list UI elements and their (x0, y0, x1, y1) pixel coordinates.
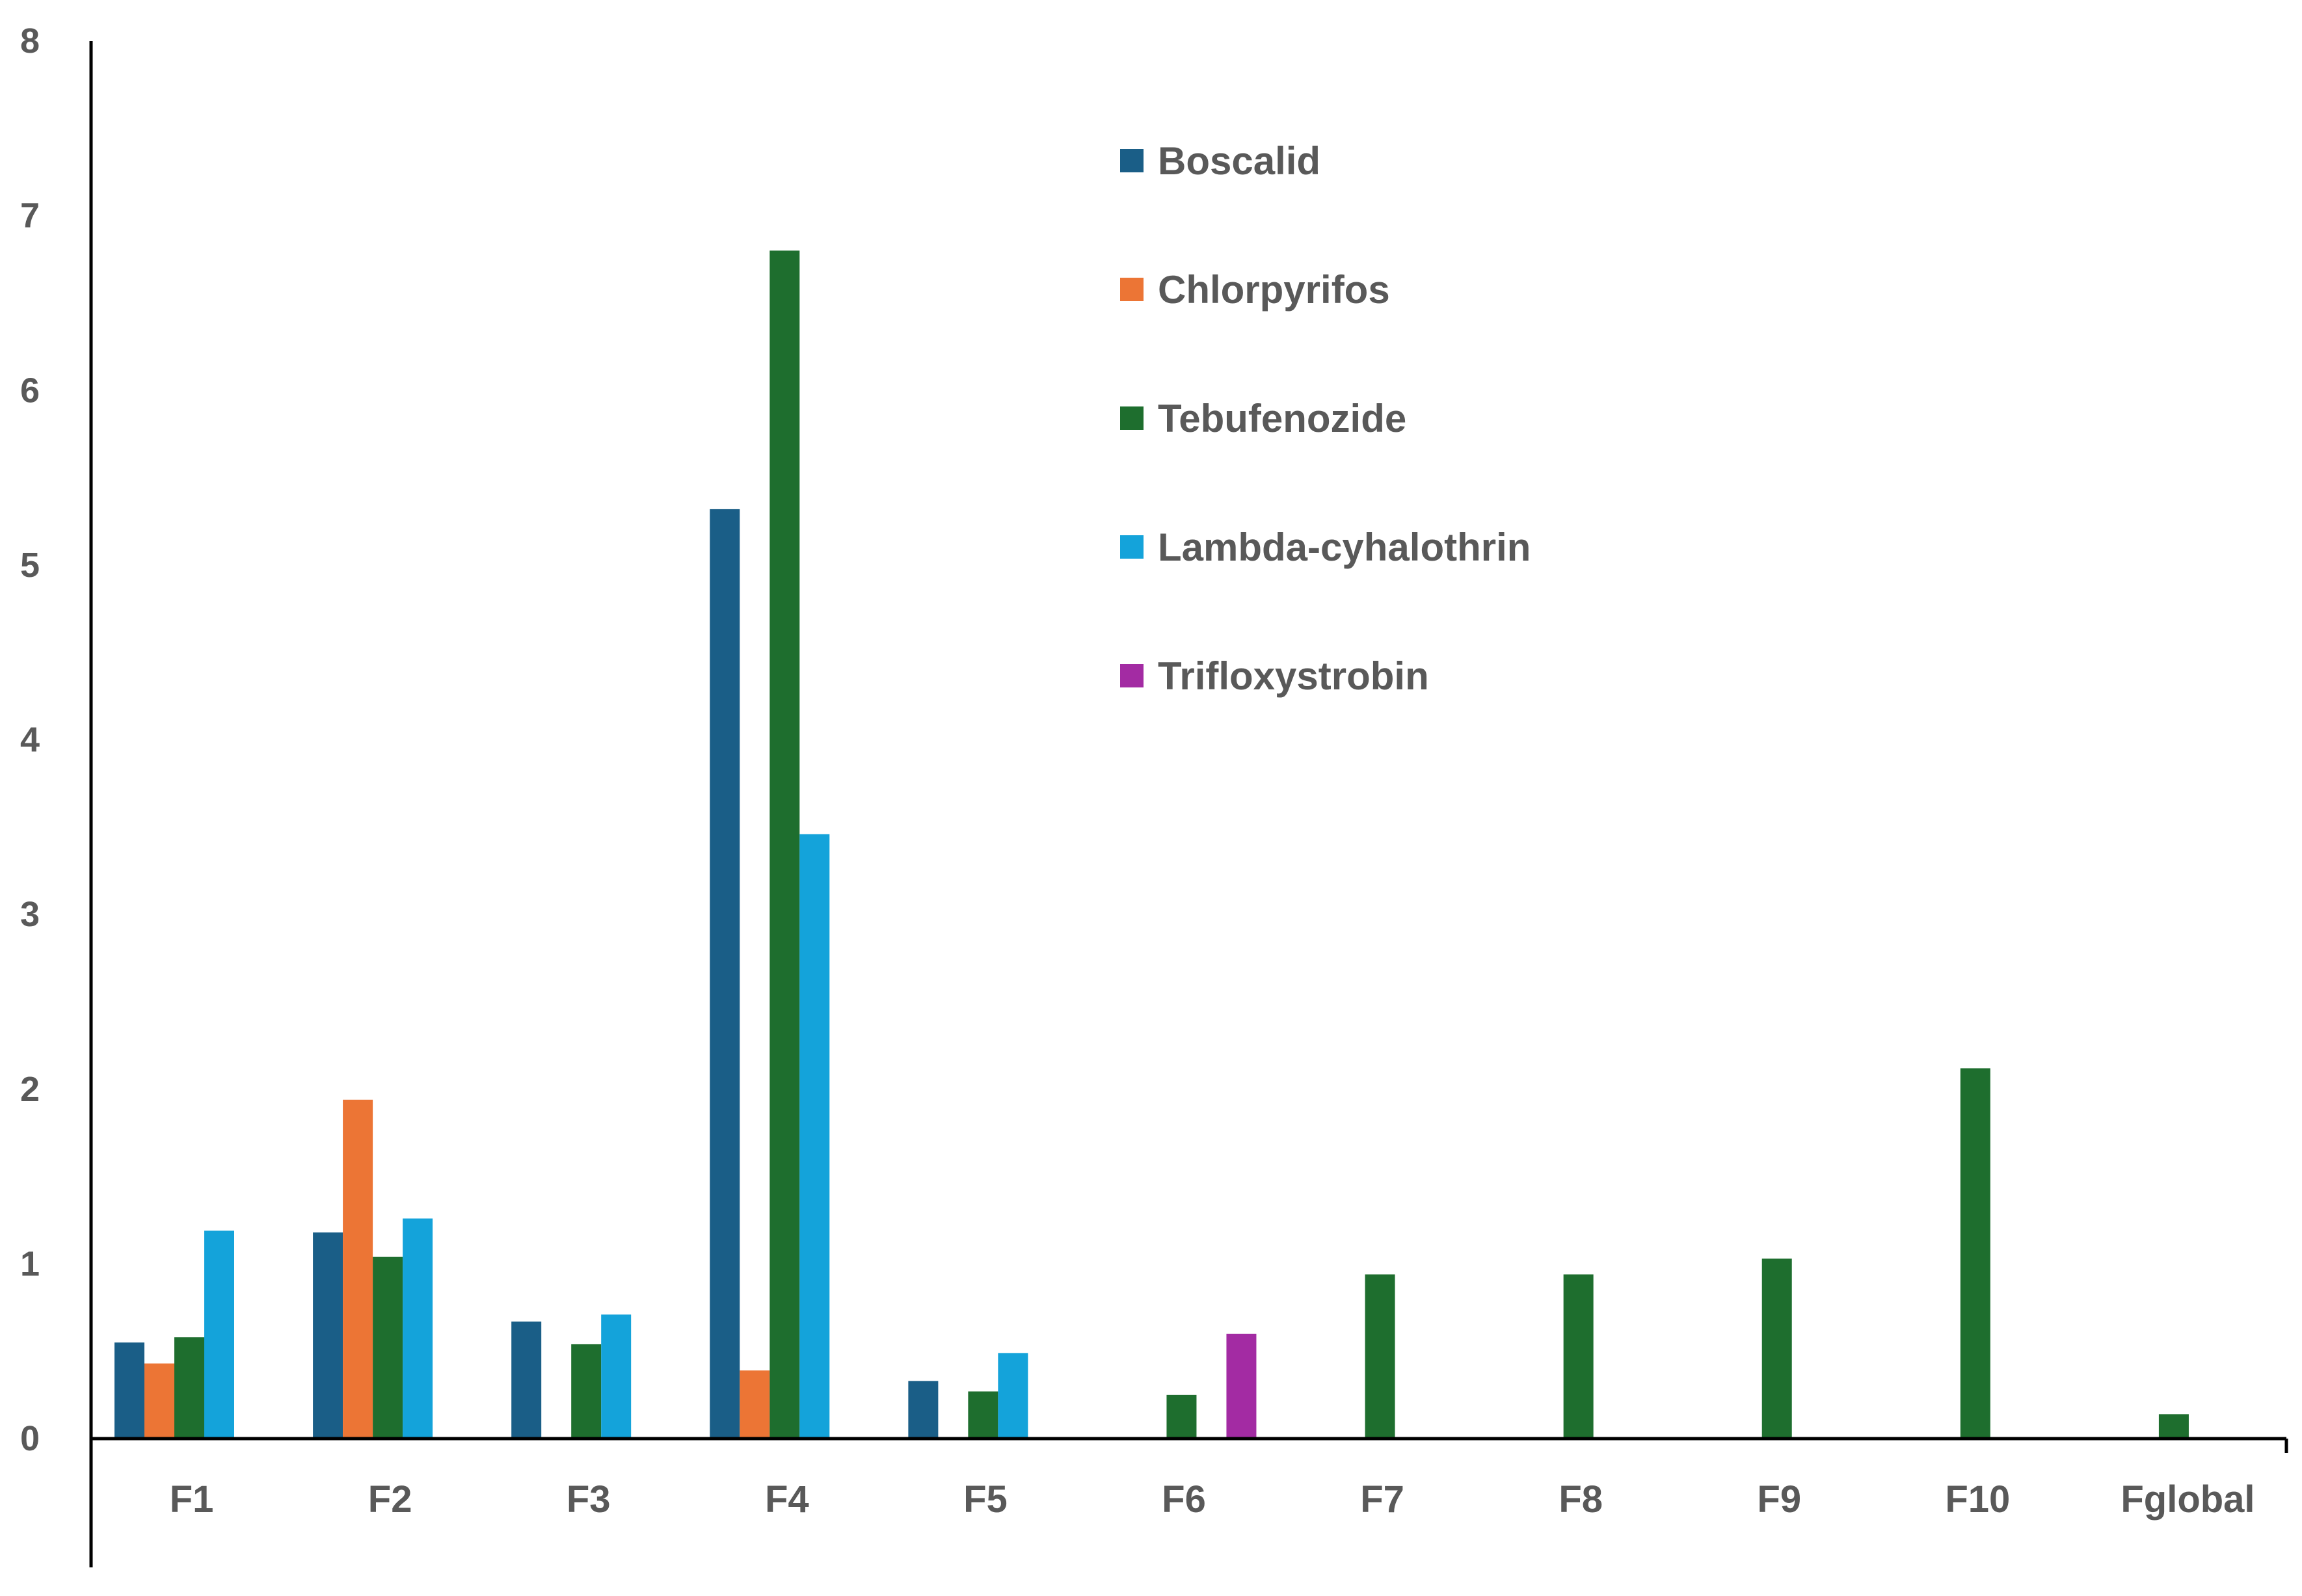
bar-tebufenozide-f1 (174, 1337, 204, 1439)
bar-tebufenozide-f8 (1563, 1274, 1594, 1439)
x-tick-label-f7: F7 (1360, 1478, 1404, 1521)
x-tick-label-f10: F10 (1945, 1478, 2010, 1521)
bar-boscalid-f2 (313, 1232, 343, 1439)
bar-boscalid-f1 (114, 1342, 144, 1439)
y-tick-label: 5 (20, 546, 40, 585)
bar-tebufenozide-f6 (1166, 1394, 1197, 1439)
bar-chlorpyrifos-f4 (740, 1370, 770, 1439)
bar-tebufenozide-f3 (571, 1344, 602, 1439)
x-tick-labels: F1 F2 F3 F4 F5 F6 F7 F8 F9 F10 Fglobal (170, 1478, 2255, 1521)
x-tick-label-f2: F2 (368, 1478, 412, 1521)
bar-boscalid-f4 (710, 509, 740, 1439)
legend-label-trifloxystrobin: Trifloxystrobin (1158, 654, 1429, 698)
bar-tebufenozide-fglobal (2158, 1414, 2189, 1439)
legend-swatch-tebufenozide (1120, 406, 1144, 430)
x-tick-label-f3: F3 (567, 1478, 611, 1521)
y-tick-label: 3 (20, 895, 40, 934)
x-tick-label-f9: F9 (1757, 1478, 1801, 1521)
bar-tebufenozide-f9 (1761, 1258, 1792, 1439)
x-tick-label-f1: F1 (170, 1478, 214, 1521)
legend-label-chlorpyrifos: Chlorpyrifos (1158, 268, 1390, 312)
x-tick-label-f8: F8 (1559, 1478, 1603, 1521)
bars-layer (114, 250, 2288, 1453)
bar-chlorpyrifos-f1 (144, 1363, 174, 1439)
x-tick-label-fglobal: Fglobal (2121, 1478, 2255, 1521)
y-tick-label: 0 (20, 1419, 40, 1458)
bar-tebufenozide-f10 (1960, 1068, 1990, 1439)
legend-label-lambda-cyhalothrin: Lambda-cyhalothrin (1158, 525, 1531, 569)
bar-lambda-cyhalothrin-f5 (998, 1353, 1028, 1439)
bar-tebufenozide-f2 (373, 1257, 403, 1439)
legend-swatch-chlorpyrifos (1120, 278, 1144, 301)
legend-label-tebufenozide: Tebufenozide (1158, 397, 1406, 440)
y-tick-label: 7 (20, 196, 40, 235)
legend: Boscalid Chlorpyrifos Tebufenozide Lambda-c… (1120, 139, 1531, 698)
bar-tebufenozide-f7 (1365, 1274, 1395, 1439)
legend-swatch-trifloxystrobin (1120, 664, 1144, 687)
bar-lambda-cyhalothrin-f1 (204, 1230, 234, 1439)
y-tick-labels: 0 1 2 3 4 5 6 7 8 (20, 21, 40, 1458)
y-tick-label: 4 (20, 721, 40, 760)
x-tick-label-f6: F6 (1162, 1478, 1206, 1521)
y-tick-label: 8 (20, 21, 40, 60)
bar-lambda-cyhalothrin-f3 (601, 1314, 632, 1439)
bar-chlorpyrifos-f2 (343, 1099, 373, 1439)
bar-tebufenozide-f4 (770, 250, 800, 1439)
y-tick-label: 6 (20, 371, 40, 410)
y-tick-label: 2 (20, 1070, 40, 1109)
x-tick-label-f5: F5 (963, 1478, 1008, 1521)
bar-boscalid-f3 (511, 1322, 542, 1439)
y-tick-label: 1 (20, 1244, 40, 1283)
bar-lambda-cyhalothrin-f2 (403, 1218, 433, 1439)
bar-tebufenozide-f5 (968, 1391, 998, 1439)
bar-lambda-cyhalothrin-f4 (799, 834, 830, 1439)
legend-swatch-lambda-cyhalothrin (1120, 535, 1144, 559)
legend-swatch-boscalid (1120, 149, 1144, 172)
bar-trifloxystrobin-f6 (1226, 1333, 1257, 1439)
bar-boscalid-f5 (908, 1381, 939, 1439)
legend-label-boscalid: Boscalid (1158, 139, 1320, 183)
x-tick-label-f4: F4 (765, 1478, 809, 1521)
